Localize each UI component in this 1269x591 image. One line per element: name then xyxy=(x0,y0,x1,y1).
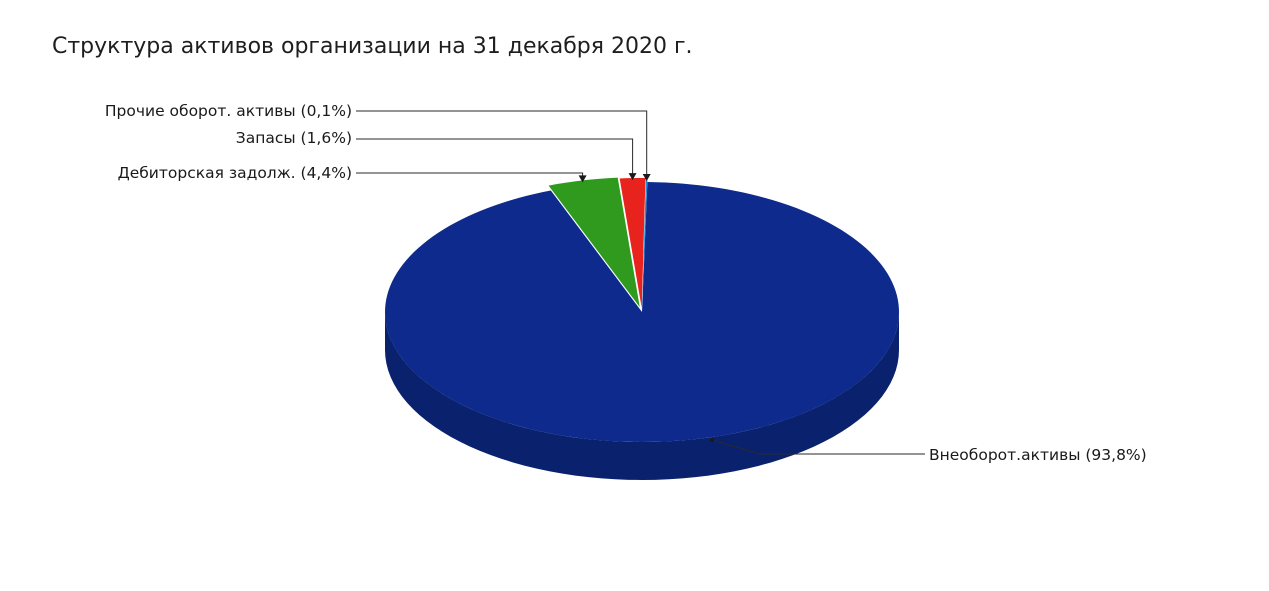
slice-noncurrent-assets xyxy=(385,182,899,442)
pie-depth xyxy=(385,312,899,480)
pie-top xyxy=(385,177,899,442)
slice-side-noncurrent-assets xyxy=(385,312,899,480)
slice-other-current-assets xyxy=(642,179,648,309)
leader-arrow-inventory xyxy=(628,173,637,181)
slice-labels: Внеоборот.активы (93,8%) Дебиторская зад… xyxy=(105,102,1147,464)
label-other-current-assets: Прочие оборот. активы (0,1%) xyxy=(105,102,352,120)
leader-noncurrent-assets xyxy=(711,439,925,455)
slice-inventory xyxy=(619,178,646,308)
leader-lines xyxy=(356,110,925,455)
label-noncurrent-assets: Внеоборот.активы (93,8%) xyxy=(929,446,1147,464)
leader-arrow-receivables xyxy=(578,175,587,183)
label-inventory: Запасы (1,6%) xyxy=(236,129,352,147)
leader-inventory xyxy=(356,138,634,175)
leader-arrow-other-current-assets xyxy=(642,174,651,182)
leader-dot-noncurrent-assets xyxy=(710,438,714,442)
label-receivables: Дебиторская задолж. (4,4%) xyxy=(118,164,352,182)
slice-receivables xyxy=(548,177,640,308)
leader-receivables xyxy=(356,172,584,177)
chart-title: Структура активов организации на 31 дека… xyxy=(52,34,693,59)
leader-other-current-assets xyxy=(356,110,648,175)
